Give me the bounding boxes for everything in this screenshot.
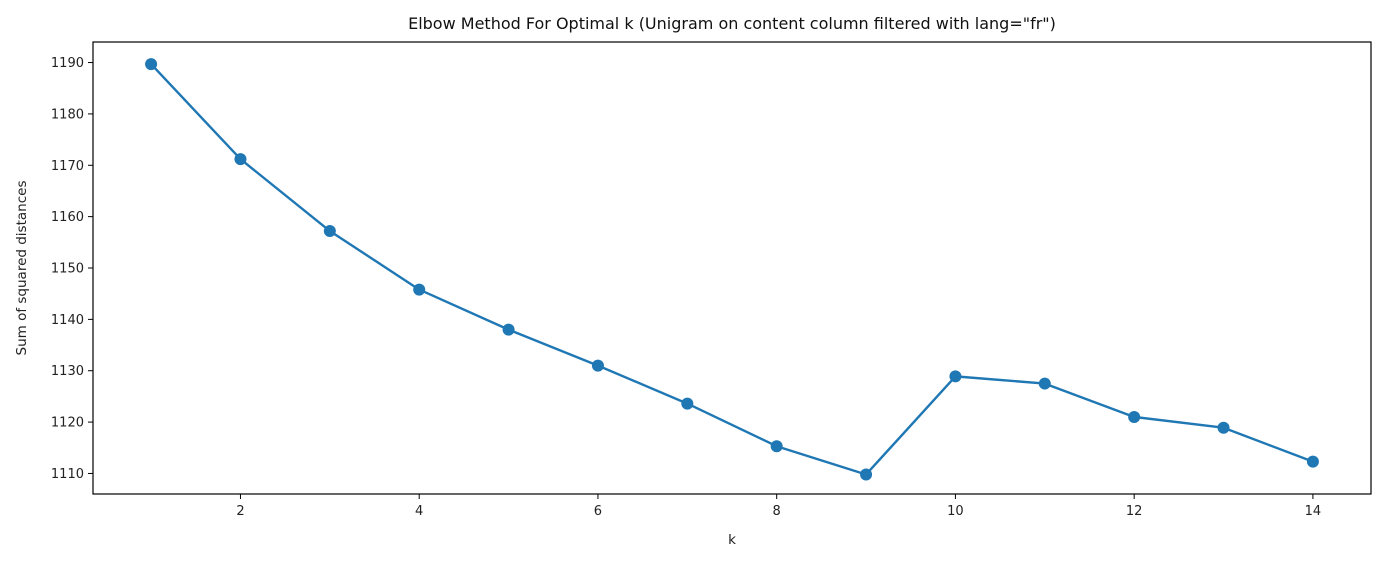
x-tick-label: 10 (947, 504, 964, 519)
y-tick-label: 1140 (51, 313, 84, 328)
y-axis-label: Sum of squared distances (14, 181, 30, 356)
y-tick-label: 1170 (51, 159, 84, 174)
x-tick-label: 8 (773, 504, 781, 519)
chart-title: Elbow Method For Optimal k (Unigram on c… (408, 14, 1056, 33)
data-point (1217, 421, 1230, 434)
x-axis-label: k (728, 532, 736, 548)
data-point (770, 440, 783, 453)
y-tick-label: 1110 (51, 467, 84, 482)
y-tick-label: 1130 (51, 364, 84, 379)
data-point (145, 58, 158, 71)
data-point (1306, 455, 1319, 468)
data-point (1128, 410, 1141, 423)
y-tick-label: 1190 (51, 56, 84, 71)
x-tick-label: 2 (236, 504, 244, 519)
series-line (150, 63, 1314, 476)
y-tick-label: 1160 (51, 210, 84, 225)
x-tick-label: 6 (594, 504, 602, 519)
x-axis: 2 4 6 8 10 12 14 (236, 494, 1321, 519)
data-point (949, 370, 962, 383)
data-point (591, 359, 604, 372)
data-point (323, 225, 336, 238)
y-axis: 1110 1120 1130 1140 1150 1160 1170 1180 1190 (51, 56, 93, 482)
data-point (502, 323, 515, 336)
x-tick-label: 12 (1126, 504, 1143, 519)
y-tick-label: 1180 (51, 107, 84, 122)
y-tick-label: 1150 (51, 262, 84, 277)
x-tick-label: 4 (415, 504, 423, 519)
data-point (234, 153, 247, 166)
x-tick-label: 14 (1305, 504, 1322, 519)
y-tick-label: 1120 (51, 416, 84, 431)
data-point (860, 468, 873, 481)
data-point (1038, 377, 1051, 390)
data-point (413, 283, 426, 296)
plot-area (145, 58, 1319, 481)
data-point (681, 397, 694, 410)
